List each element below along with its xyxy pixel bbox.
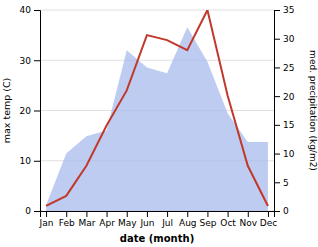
chart-svg: Jan FebMar AprMayJun Jul AugSep OctNovDec 0 10 2…	[0, 0, 318, 247]
tick: 30	[274, 34, 295, 44]
tick-label: 10	[283, 149, 295, 159]
tick: Jul	[161, 211, 173, 228]
tick-label: Nov	[239, 218, 257, 228]
tick-mark	[228, 211, 229, 217]
tick: 40	[20, 5, 40, 15]
tick: Dec	[260, 211, 277, 228]
tick-label: 30	[20, 56, 32, 66]
tick-mark	[274, 96, 280, 97]
chart-container: Jan FebMar AprMayJun Jul AugSep OctNovDec 0 10 2…	[0, 0, 318, 247]
x-axis-title: date (month)	[120, 233, 194, 244]
temperature-line	[46, 10, 268, 206]
tick: Nov	[239, 211, 257, 228]
tick-label: Dec	[260, 218, 277, 228]
tick-mark	[187, 211, 188, 217]
tick-label: Mar	[78, 218, 95, 228]
tick-label: 20	[20, 106, 32, 116]
grid	[40, 10, 274, 211]
y2-axis: 0 5 10 15 20 25 30 35	[274, 5, 295, 216]
tick-label: 30	[283, 34, 295, 44]
tick: 20	[274, 92, 295, 102]
y-axis: 0 10 20 30 40	[20, 5, 41, 216]
tick: 15	[274, 120, 294, 130]
tick: 5	[274, 178, 289, 188]
tick: Mar	[78, 211, 95, 228]
tick-mark	[107, 211, 108, 217]
tick-label: May	[118, 218, 137, 228]
tick: 0	[25, 206, 40, 216]
y-axis-title: max temp (C)	[1, 78, 12, 144]
tick-mark	[274, 39, 280, 40]
x-axis: Jan FebMar AprMayJun Jul AugSep OctNovDec	[39, 211, 278, 228]
tick-label: Jun	[139, 218, 154, 228]
tick: 0	[274, 206, 289, 216]
tick: 35	[274, 5, 294, 15]
tick-label: Aug	[179, 218, 197, 228]
tick-mark	[34, 111, 40, 112]
tick-label: 0	[283, 206, 289, 216]
tick: Oct	[220, 211, 236, 228]
tick: 10	[274, 149, 295, 159]
tick-mark	[248, 211, 249, 217]
plot: Jan FebMar AprMayJun Jul AugSep OctNovDec 0 10 2…	[20, 5, 295, 228]
tick: Jan	[39, 211, 54, 228]
tick-label: 0	[25, 206, 31, 216]
tick-mark	[86, 211, 87, 217]
tick-mark	[268, 211, 269, 217]
tick-mark	[34, 60, 40, 61]
tick: Apr	[99, 211, 115, 228]
tick-label: 40	[20, 5, 32, 15]
grid-line	[40, 60, 274, 61]
tick-mark	[46, 211, 47, 217]
tick-label: Oct	[220, 218, 236, 228]
axis-line	[34, 11, 41, 212]
tick-mark	[167, 211, 168, 217]
tick-label: 10	[20, 156, 32, 166]
tick-mark	[207, 211, 208, 217]
tick-label: Jul	[161, 218, 173, 228]
tick-mark	[274, 211, 280, 212]
tick-mark	[274, 182, 280, 183]
tick: Aug	[179, 211, 197, 228]
tick-label: 35	[283, 5, 294, 15]
tick-mark	[274, 10, 280, 11]
tick: 25	[274, 63, 294, 73]
tick-label: Jan	[39, 218, 54, 228]
tick: 30	[20, 56, 40, 66]
tick-mark	[34, 161, 40, 162]
tick-mark	[66, 211, 67, 217]
tick: 20	[20, 106, 40, 116]
tick-label: 25	[283, 63, 294, 73]
tick-label: 5	[283, 178, 289, 188]
tick-label: Apr	[99, 218, 115, 228]
tick-mark	[274, 125, 280, 126]
tick-mark	[147, 211, 148, 217]
tick-label: Sep	[199, 218, 216, 228]
tick-label: 15	[283, 120, 294, 130]
tick: Sep	[199, 211, 216, 228]
tick-mark	[274, 67, 280, 68]
tick: 10	[20, 156, 40, 166]
marks	[46, 10, 268, 211]
grid-line	[40, 10, 274, 11]
tick: Feb	[59, 211, 75, 228]
tick-mark	[34, 211, 40, 212]
tick: May	[118, 211, 137, 228]
tick-label: 20	[283, 92, 295, 102]
tick-label: Feb	[59, 218, 75, 228]
axis-line	[275, 11, 281, 212]
tick-mark	[274, 154, 280, 155]
tick-mark	[34, 10, 40, 11]
tick: Jun	[139, 211, 154, 228]
axis-line	[41, 212, 275, 218]
y2-axis-title: med. precipitation (kg/m2)	[308, 50, 318, 171]
tick-mark	[127, 211, 128, 217]
